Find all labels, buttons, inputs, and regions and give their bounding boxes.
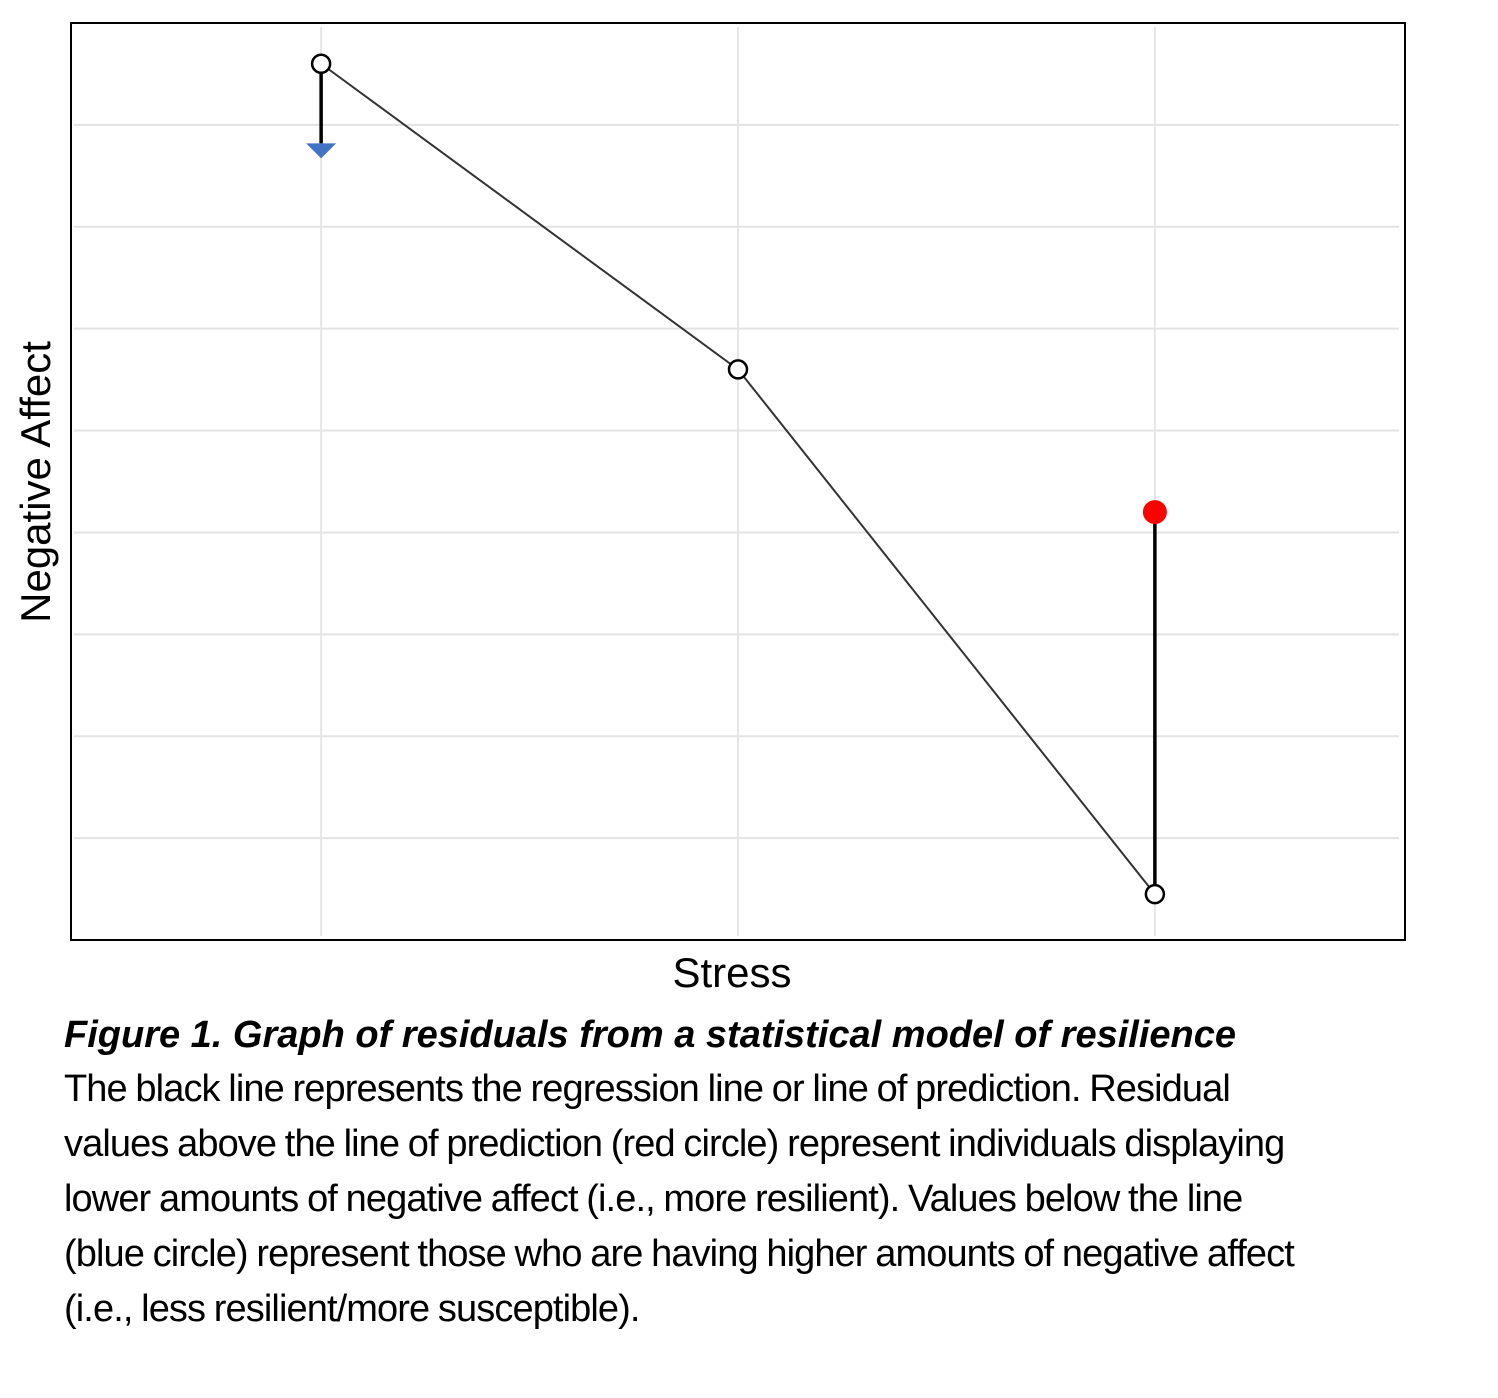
prediction-point bbox=[1144, 883, 1166, 905]
caption-line: lower amounts of negative affect (i.e., … bbox=[64, 1178, 1243, 1220]
prediction-point bbox=[310, 53, 332, 75]
triangle-down-icon bbox=[306, 143, 337, 159]
residuals bbox=[306, 63, 1167, 895]
prediction-points bbox=[310, 53, 1166, 905]
caption-body: The black line represents the regression… bbox=[64, 1062, 1454, 1337]
red-circle-icon bbox=[1142, 500, 1167, 525]
x-axis-label: Stress bbox=[672, 949, 791, 996]
caption-title: Figure 1. Graph of residuals from a stat… bbox=[64, 1014, 1237, 1056]
caption-line: The black line represents the regression… bbox=[64, 1068, 1231, 1110]
grid bbox=[74, 27, 1399, 936]
residual-chart: Stress Negative Affect bbox=[12, 22, 1406, 996]
figure-caption: Figure 1. Graph of residuals from a stat… bbox=[64, 1008, 1454, 1337]
y-axis-label: Negative Affect bbox=[12, 341, 59, 623]
caption-line: values above the line of prediction (red… bbox=[64, 1123, 1285, 1165]
prediction-point bbox=[727, 359, 749, 380]
plot-frame bbox=[70, 22, 1406, 941]
caption-line: (blue circle) represent those who are ha… bbox=[64, 1233, 1295, 1275]
caption-line: (i.e., less resilient/more susceptible). bbox=[64, 1288, 640, 1330]
